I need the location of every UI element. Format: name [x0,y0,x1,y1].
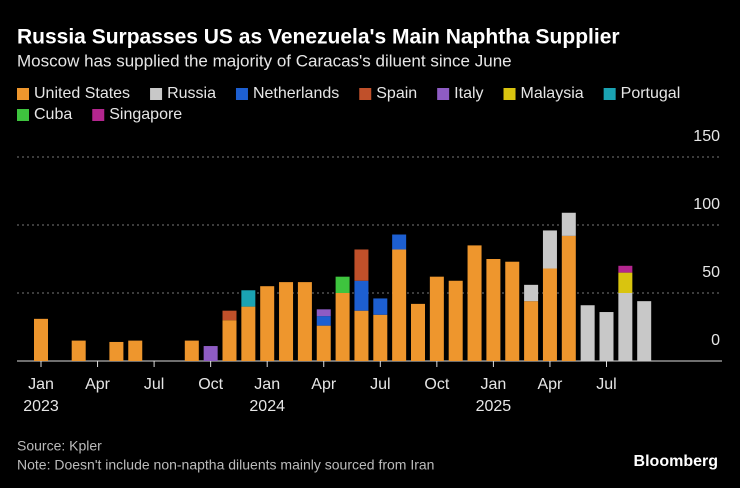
bar-segment [429,276,444,361]
y-tick-label: 0 [711,332,720,349]
x-year-label: 2025 [476,398,512,415]
legend-label: Malaysia [521,85,584,102]
legend-swatch [17,109,29,121]
x-tick-label: Jul [370,376,390,393]
legend-swatch [150,88,163,100]
legend-label: Netherlands [253,85,339,102]
bar-segment [354,280,369,311]
bar-segment [184,340,199,361]
note: Note: Doesn't include non-naptha diluent… [17,457,434,473]
bar-segment [637,301,652,361]
x-tick-label: Jan [28,376,54,393]
bar-segment [448,280,463,361]
x-tick-label: Apr [311,376,337,393]
bar-segment [618,265,633,273]
bar-segment [373,314,388,361]
legend-swatch [92,109,105,121]
x-tick-label: Apr [85,376,111,393]
bar-segment [580,305,595,361]
bar-segment [392,234,407,250]
bar-segment [618,293,633,361]
bar-segment [335,276,350,293]
bar-segment [241,306,256,361]
bar-segment [316,309,331,317]
legend-label: Russia [167,85,216,102]
legend-label: United States [34,85,130,102]
x-year-label: 2023 [23,398,59,415]
x-tick-label: Oct [424,376,449,393]
legend-swatch [359,88,372,100]
bar-segment [222,320,237,361]
bar-segment [222,310,237,321]
legend-swatch [17,88,29,100]
legend-label: Portugal [621,85,681,102]
bar-segment [599,312,614,361]
x-tick-label: Jan [254,376,280,393]
bar-segment [524,284,539,302]
bar-segment [618,272,633,293]
x-tick-label: Jul [144,376,164,393]
bar-segment [354,249,369,281]
bar-segment [71,340,86,361]
y-tick-label: 100 [693,196,720,213]
bar-segment [373,298,388,315]
y-tick-label: 150 [693,128,720,145]
bar-segment [34,318,48,361]
legend-label: Italy [454,85,483,102]
legend-swatch [235,88,248,100]
bar-segment [411,303,425,361]
bar-segment [203,346,218,361]
x-year-label: 2024 [249,398,285,415]
bar-segment [335,293,350,361]
x-tick-label: Jul [596,376,616,393]
bar-segment [561,212,576,236]
bar-segment [354,310,369,361]
bar-segment [316,325,331,361]
chart-title: Russia Surpasses US as Venezuela's Main … [17,26,620,49]
bar-segment [279,282,294,361]
bar-segment [109,341,124,361]
bar-segment [297,282,312,361]
legend-swatch [437,88,450,100]
legend-swatch [603,88,616,100]
bar-segment [486,259,501,361]
bar-segment [467,245,482,361]
legend-label: Singapore [109,106,182,123]
x-tick-label: Apr [537,376,563,393]
legend-label: Spain [376,85,417,102]
chart-subtitle: Moscow has supplied the majority of Cara… [17,51,512,70]
bar-segment [524,301,539,361]
bar-segment [260,286,275,361]
y-tick-label: 50 [702,264,720,281]
x-tick-label: Oct [198,376,223,393]
legend-swatch [503,88,516,100]
bar-segment [561,235,576,361]
bar-segment [392,249,407,361]
bar-segment [128,340,143,361]
bar-segment [316,316,331,326]
source: Source: Kpler [17,438,102,454]
x-tick-label: Jan [481,376,507,393]
bar-segment [542,230,557,269]
bar-segment [505,261,520,361]
brand: Bloomberg [634,453,718,470]
bar-segment [542,268,557,361]
bar-segment [241,290,256,307]
legend-label: Cuba [34,106,72,123]
